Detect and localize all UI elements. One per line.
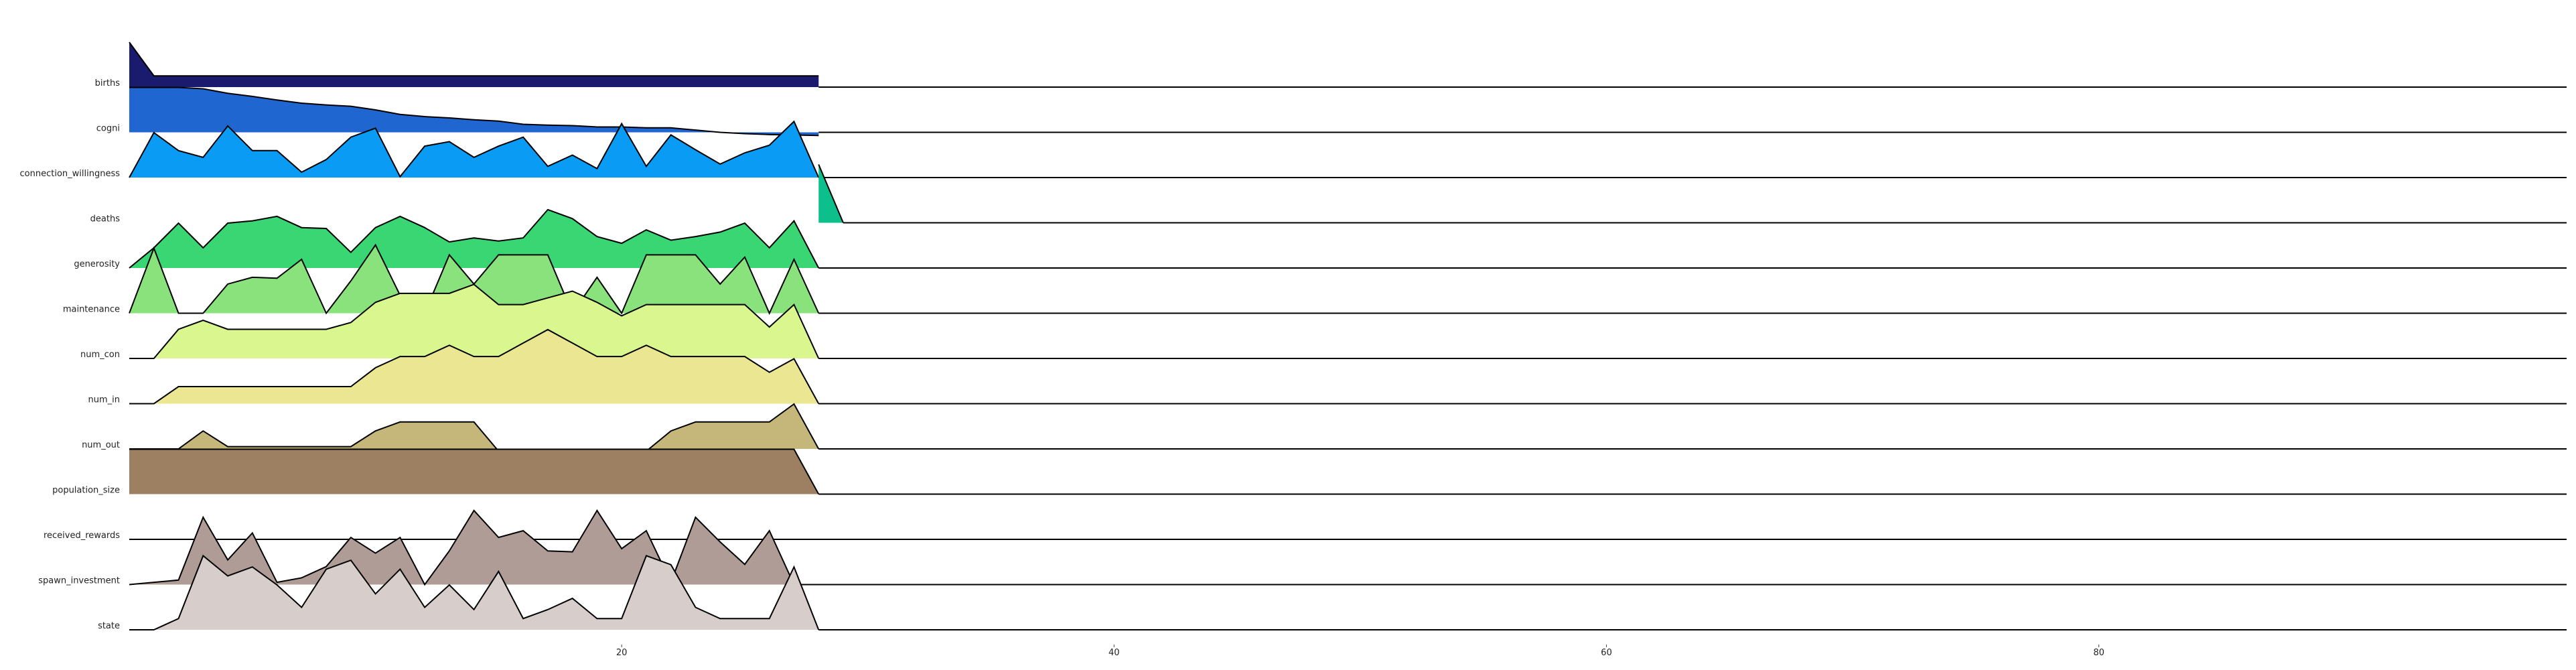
- ridge-area-maintenance: [129, 245, 819, 314]
- row-label-cogni: cogni: [96, 124, 120, 134]
- ridge-line-num-con: [129, 283, 820, 359]
- ridge-area-cogni: [129, 87, 819, 136]
- ridge-line-births: [129, 42, 819, 77]
- row-label-num-out: num_out: [82, 440, 120, 450]
- row-label-received-rewards: received_rewards: [44, 531, 120, 541]
- row-label-generosity: generosity: [74, 259, 120, 269]
- ridge-line-spawn-investment: [129, 509, 795, 586]
- ridge-line-num-in: [129, 328, 820, 405]
- ridge-deaths: [818, 164, 2567, 224]
- x-tick-label: 60: [1601, 648, 1612, 658]
- row-label-population-size: population_size: [52, 486, 120, 496]
- x-tick-label: 80: [2093, 648, 2104, 658]
- x-tick-label: 20: [616, 648, 628, 658]
- ridge-line-connection-willingness: [129, 120, 820, 178]
- row-label-state: state: [98, 621, 120, 631]
- ridge-maintenance: [129, 243, 2567, 315]
- ridge-generosity: [129, 208, 2567, 269]
- ridge-area-population-size: [129, 449, 819, 494]
- x-tick-label: 40: [1108, 648, 1120, 658]
- ridge-state: [129, 554, 2567, 630]
- ridge-line-num-out: [129, 403, 820, 452]
- ridge-line-cogni: [129, 86, 819, 137]
- ridge-area-num-in: [129, 329, 819, 404]
- ridges-layer: [129, 42, 2567, 630]
- ridge-area-births: [129, 42, 819, 87]
- ridge-area-num-out: [129, 404, 819, 452]
- ridge-births: [129, 42, 2567, 88]
- row-label-spawn-investment: spawn_investment: [38, 576, 120, 586]
- row-label-num-con: num_con: [80, 350, 120, 360]
- row-label-connection-willingness: connection_willingness: [20, 169, 121, 179]
- ridge-line-generosity: [129, 208, 820, 269]
- ridge-area-num-con: [129, 284, 819, 358]
- ridge-num-out: [129, 403, 2567, 452]
- ridge-area-generosity: [129, 209, 819, 268]
- ridge-line-state: [129, 554, 820, 630]
- ridge-line-deaths: [818, 164, 844, 223]
- x-axis: 20 40 60 80: [616, 645, 2104, 658]
- ridge-num-in: [129, 328, 2567, 405]
- ridge-area-spawn-investment: [129, 510, 794, 585]
- row-label-num-in: num_in: [88, 395, 121, 405]
- ridge-population-size: [129, 448, 2567, 495]
- ridge-cogni: [129, 86, 2567, 137]
- row-label-maintenance: maintenance: [63, 305, 120, 315]
- ridge-line-population-size: [129, 448, 820, 494]
- ridge-num-con: [129, 283, 2567, 359]
- row-label-births: births: [95, 78, 121, 88]
- row-label-deaths: deaths: [90, 214, 121, 224]
- ridge-area-connection-willingness: [129, 121, 819, 178]
- ridge-connection-willingness: [129, 120, 2567, 178]
- ridge-spawn-investment: [129, 509, 2567, 586]
- ridge-area-state: [129, 555, 819, 630]
